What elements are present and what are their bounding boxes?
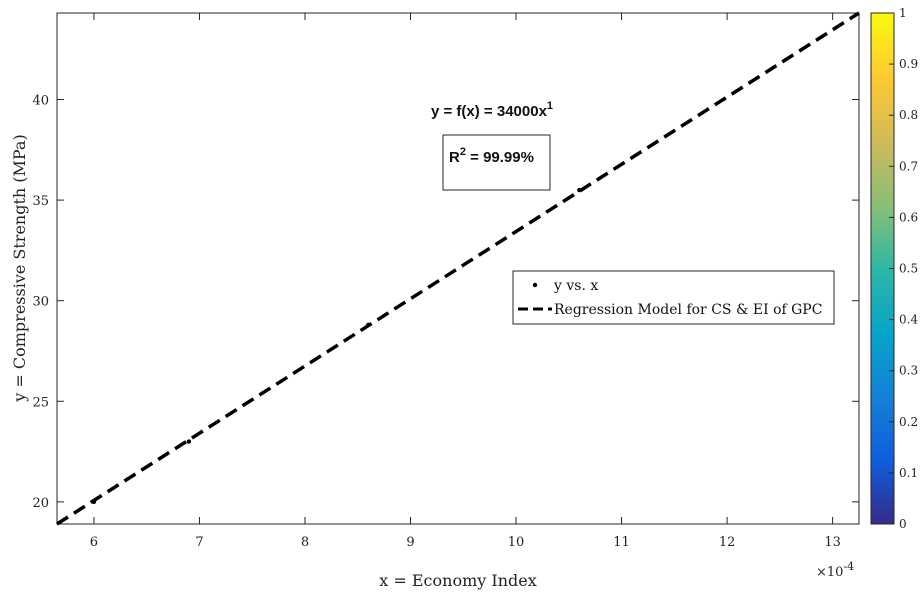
y-tick-label: 40 [32,94,49,109]
legend-box [512,270,835,325]
colorbar-tick-label: 0 [899,517,907,531]
legend-marker-points [532,282,538,288]
x-tick-label: 10 [508,535,525,550]
colorbar-tick-label: 1 [899,6,907,20]
y-tick-label: 30 [32,295,49,310]
equation-annotation: y = f(x) = 34000x1 [431,100,553,120]
legend-entry-regression: Regression Model for CS & EI of GPC [554,302,822,318]
y-tick-label: 35 [32,194,49,209]
legend-entry-points: y vs. x [553,278,598,294]
colorbar-tick-label: 0.6 [899,210,918,224]
r2-annotation: R2 = 99.99% [449,146,534,166]
x-axis-multiplier: ×10-4 [816,560,854,580]
colorbar-tick-label: 0.2 [899,415,918,429]
x-tick-label: 9 [406,535,414,550]
y-tick-label: 20 [32,496,49,511]
x-tick-label: 6 [90,535,98,550]
regression-line [56,11,860,526]
colorbar-tick-label: 0.9 [899,57,918,71]
x-tick-label: 7 [195,535,203,550]
x-tick-label: 12 [719,535,736,550]
x-tick-label: 13 [824,535,841,550]
x-tick-label: 8 [301,535,309,550]
y-tick-label: 25 [32,395,49,410]
data-series [56,11,860,526]
colorbar-tick-label: 0.7 [899,159,918,173]
legend: y vs. x Regression Model for CS & EI of … [512,270,835,325]
y-axis-ticks: 20 25 30 35 40 [32,94,859,511]
colorbar-tick-label: 0.1 [899,466,918,480]
colorbar-tick-label: 0.3 [899,364,918,378]
x-tick-label: 11 [613,535,630,550]
colorbar-tick-label: 0.8 [899,108,918,122]
r2-annotation-box [442,134,551,191]
colorbar-ticks: 0 0.1 0.2 0.3 0.4 0.5 0.6 0.7 0.8 0.9 1 [889,6,918,531]
y-axis-label: y = Compressive Strength (MPa) [10,134,29,402]
data-point [186,439,192,444]
x-axis-ticks: 6 7 8 9 10 11 12 13 [90,13,841,550]
colorbar-tick-label: 0.5 [899,262,918,276]
x-axis-label: x = Economy Index [379,571,536,590]
colorbar-tick-label: 0.4 [899,313,918,327]
